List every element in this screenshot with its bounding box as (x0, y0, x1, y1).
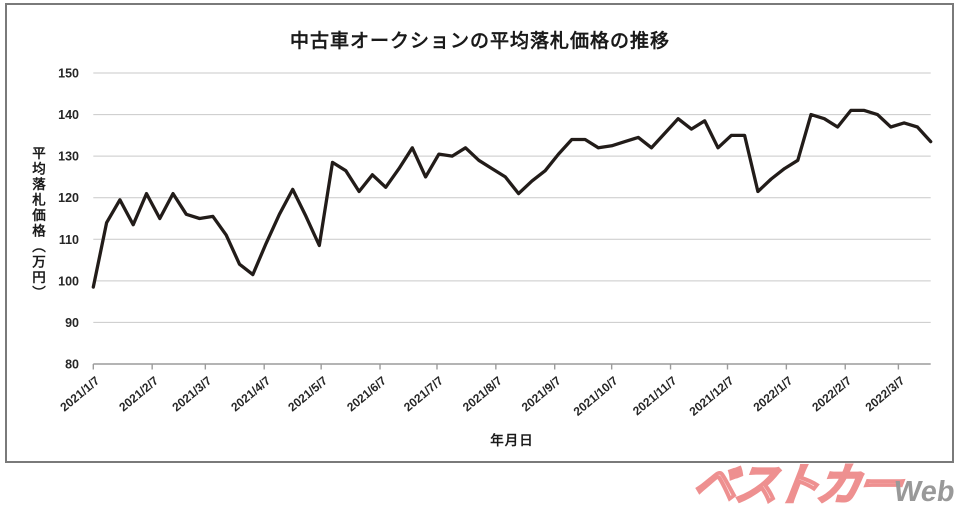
x-axis-title: 年月日 (490, 433, 534, 448)
chart-frame (5, 3, 954, 463)
y-axis-title: 平均落札価格（万円） (30, 146, 45, 301)
bestcar-web-logo: ベストカー Web (689, 460, 959, 508)
logo-sub-text: Web (892, 476, 958, 508)
chart-title: 中古車オークションの平均落札価格の推移 (289, 31, 670, 52)
logo-main-text: ベストカー (689, 460, 904, 508)
